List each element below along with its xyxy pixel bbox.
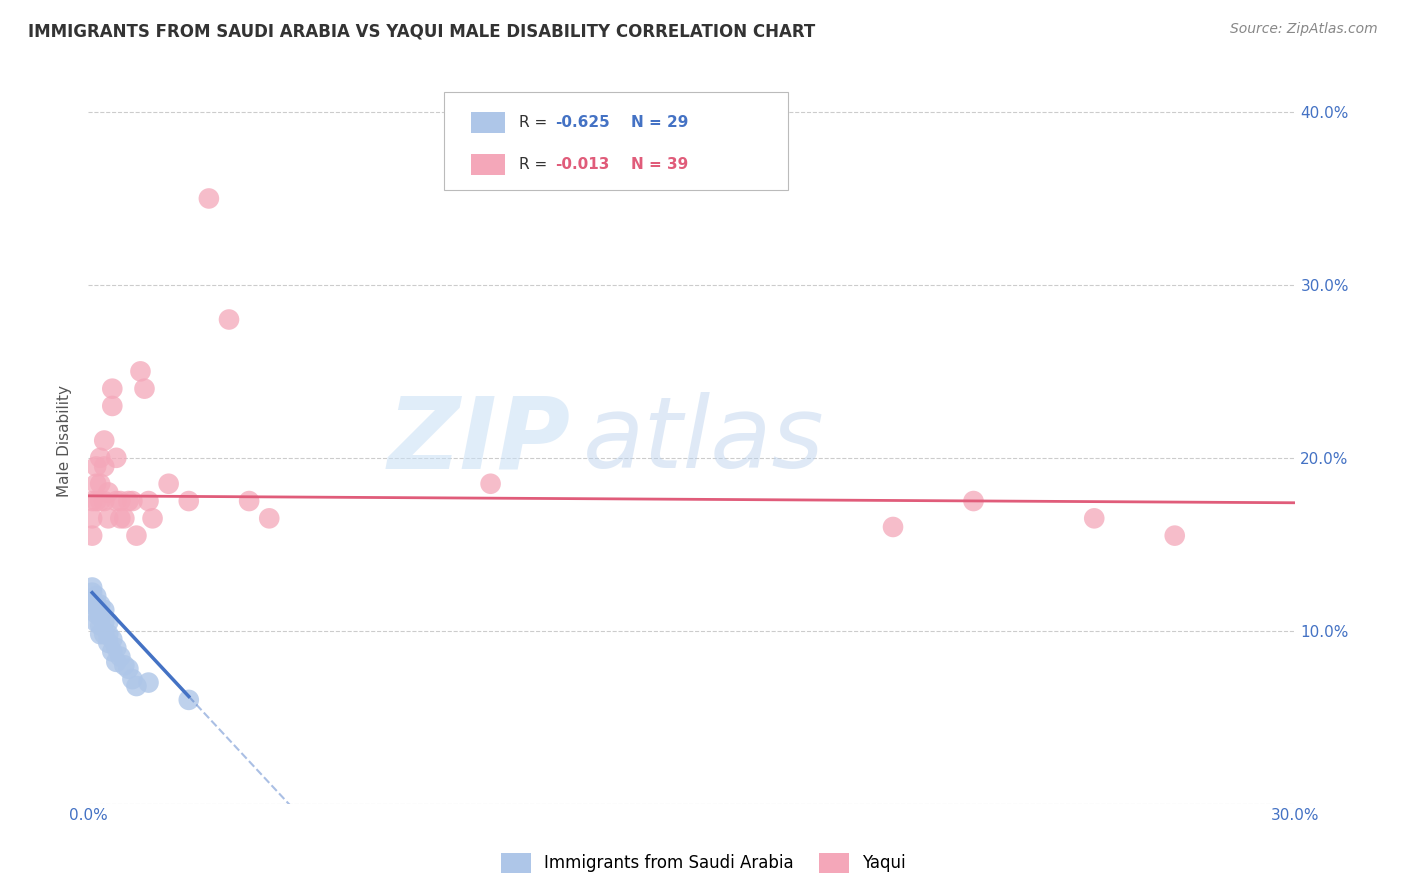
Point <box>97 636 120 650</box>
Point <box>138 675 160 690</box>
Point <box>198 191 221 205</box>
Bar <box>471 112 505 133</box>
Point <box>82 598 104 612</box>
Point <box>89 598 111 612</box>
Point <box>84 476 107 491</box>
Point <box>82 528 104 542</box>
Point <box>110 649 132 664</box>
Legend: Immigrants from Saudi Arabia, Yaqui: Immigrants from Saudi Arabia, Yaqui <box>494 847 912 880</box>
FancyBboxPatch shape <box>444 92 789 190</box>
Point <box>97 511 120 525</box>
Point <box>84 589 107 603</box>
Point <box>1083 511 1105 525</box>
Text: N = 39: N = 39 <box>631 157 689 172</box>
Point <box>97 627 120 641</box>
Point <box>82 581 104 595</box>
Text: IMMIGRANTS FROM SAUDI ARABIA VS YAQUI MALE DISABILITY CORRELATION CHART: IMMIGRANTS FROM SAUDI ARABIA VS YAQUI MA… <box>28 22 815 40</box>
Text: -0.625: -0.625 <box>555 115 610 130</box>
Text: N = 29: N = 29 <box>631 115 689 130</box>
Point <box>82 494 104 508</box>
Point <box>105 655 128 669</box>
Point <box>134 382 156 396</box>
Point <box>93 494 115 508</box>
Text: ZIP: ZIP <box>388 392 571 489</box>
Point <box>962 494 984 508</box>
Point <box>101 644 124 658</box>
Point <box>84 598 107 612</box>
Point <box>117 494 139 508</box>
Point <box>177 693 200 707</box>
Point <box>257 511 280 525</box>
Point <box>121 494 143 508</box>
Y-axis label: Male Disability: Male Disability <box>58 384 72 497</box>
Point <box>105 494 128 508</box>
Point <box>117 662 139 676</box>
Point <box>89 494 111 508</box>
Point <box>218 312 240 326</box>
Point <box>84 615 107 629</box>
Point <box>1164 528 1187 542</box>
Point <box>112 511 135 525</box>
Point <box>84 494 107 508</box>
Point <box>82 592 104 607</box>
Point <box>97 485 120 500</box>
Point <box>125 528 148 542</box>
Point <box>101 382 124 396</box>
Point <box>89 476 111 491</box>
Point <box>89 627 111 641</box>
Text: -0.013: -0.013 <box>555 157 610 172</box>
Point <box>110 494 132 508</box>
Point <box>89 450 111 465</box>
Point <box>93 615 115 629</box>
Point <box>105 640 128 655</box>
Point <box>129 364 152 378</box>
Point <box>82 511 104 525</box>
Point <box>882 520 904 534</box>
Point <box>479 476 502 491</box>
Point <box>105 450 128 465</box>
Point <box>84 459 107 474</box>
Point <box>112 658 135 673</box>
Point <box>238 494 260 508</box>
Point <box>177 494 200 508</box>
Point <box>101 399 124 413</box>
Point <box>89 618 111 632</box>
Point <box>157 476 180 491</box>
Point <box>125 679 148 693</box>
Point <box>82 585 104 599</box>
Point <box>84 607 107 621</box>
Point <box>93 603 115 617</box>
Point <box>141 511 163 525</box>
Point <box>110 511 132 525</box>
Bar <box>471 154 505 175</box>
Point <box>93 627 115 641</box>
Point <box>93 434 115 448</box>
Point <box>121 672 143 686</box>
Point <box>138 494 160 508</box>
Point <box>101 632 124 647</box>
Point <box>97 615 120 629</box>
Text: atlas: atlas <box>583 392 825 489</box>
Point <box>93 459 115 474</box>
Point <box>89 610 111 624</box>
Text: Source: ZipAtlas.com: Source: ZipAtlas.com <box>1230 22 1378 37</box>
Text: R =: R = <box>519 115 553 130</box>
Text: R =: R = <box>519 157 553 172</box>
